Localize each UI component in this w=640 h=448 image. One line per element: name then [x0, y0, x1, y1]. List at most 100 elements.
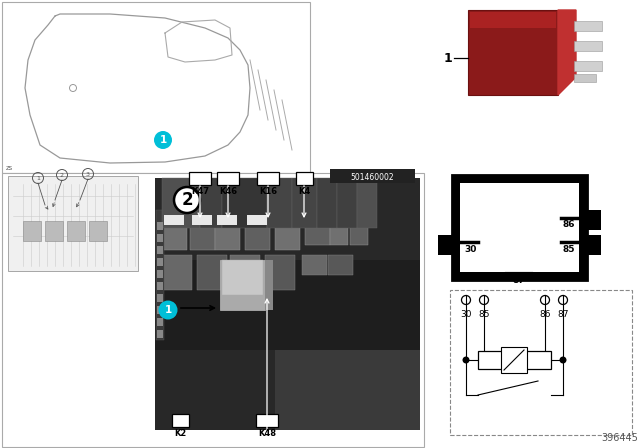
Bar: [162, 220, 187, 250]
Bar: [89, 221, 107, 241]
Bar: [460, 183, 579, 272]
Text: 87: 87: [513, 276, 525, 284]
Bar: [197, 255, 227, 290]
Bar: [245, 220, 270, 250]
Bar: [164, 215, 184, 225]
Bar: [157, 318, 163, 326]
Text: 30: 30: [464, 245, 476, 254]
Bar: [230, 255, 260, 290]
Bar: [275, 350, 420, 430]
Circle shape: [559, 357, 566, 363]
Polygon shape: [558, 10, 576, 95]
Bar: [157, 270, 163, 278]
Text: 3: 3: [86, 172, 90, 177]
Text: K48: K48: [258, 428, 276, 438]
Bar: [292, 178, 317, 228]
Bar: [23, 221, 41, 241]
Text: 1: 1: [36, 176, 40, 181]
Bar: [296, 172, 313, 185]
Bar: [330, 169, 415, 183]
Bar: [317, 178, 337, 228]
Text: 86: 86: [540, 310, 551, 319]
Bar: [574, 61, 602, 71]
Bar: [330, 220, 348, 245]
Bar: [265, 260, 273, 310]
Bar: [585, 235, 601, 255]
Bar: [155, 178, 420, 430]
Bar: [157, 282, 163, 290]
Bar: [302, 255, 327, 275]
Text: 87: 87: [557, 310, 569, 319]
Text: K46: K46: [219, 186, 237, 195]
Text: zs: zs: [6, 165, 13, 171]
Text: K16: K16: [259, 186, 277, 195]
Text: 85: 85: [478, 310, 490, 319]
Bar: [585, 210, 601, 230]
Bar: [155, 260, 420, 350]
Text: 1: 1: [164, 305, 172, 315]
Bar: [328, 255, 353, 275]
Bar: [215, 220, 240, 250]
Text: 2: 2: [60, 172, 64, 177]
Bar: [157, 330, 163, 338]
Bar: [350, 220, 368, 245]
Bar: [8, 176, 138, 271]
Bar: [267, 178, 292, 228]
Bar: [501, 347, 527, 373]
Bar: [222, 178, 267, 228]
Bar: [452, 175, 587, 280]
Bar: [157, 258, 163, 266]
Text: 1: 1: [159, 135, 166, 145]
Bar: [162, 255, 192, 290]
Bar: [220, 260, 265, 310]
Text: K4: K4: [298, 186, 310, 195]
Bar: [256, 414, 278, 427]
Bar: [337, 178, 357, 228]
Bar: [574, 41, 602, 51]
Bar: [157, 246, 163, 254]
Bar: [2, 2, 310, 173]
Bar: [192, 215, 212, 225]
Bar: [257, 172, 279, 185]
Bar: [275, 220, 300, 250]
Circle shape: [159, 301, 177, 319]
Text: 1: 1: [444, 52, 452, 65]
Bar: [265, 255, 295, 290]
Bar: [438, 235, 454, 255]
Text: K47: K47: [191, 186, 209, 195]
Circle shape: [154, 131, 172, 149]
Bar: [190, 220, 215, 250]
Bar: [478, 351, 551, 369]
Bar: [470, 12, 556, 28]
Bar: [189, 172, 211, 185]
Text: 396445: 396445: [601, 433, 638, 443]
Bar: [162, 178, 200, 228]
Bar: [45, 221, 63, 241]
Text: 85: 85: [563, 245, 575, 254]
Text: K2: K2: [174, 428, 186, 438]
Bar: [450, 290, 632, 435]
Bar: [157, 306, 163, 314]
Bar: [357, 178, 377, 228]
Bar: [247, 215, 267, 225]
Circle shape: [174, 187, 200, 213]
Bar: [156, 210, 164, 340]
Bar: [217, 215, 237, 225]
Circle shape: [463, 357, 470, 363]
Bar: [2, 173, 424, 447]
Text: 30: 30: [460, 310, 472, 319]
Text: 86: 86: [563, 220, 575, 228]
Bar: [574, 74, 596, 82]
Bar: [217, 172, 239, 185]
Bar: [157, 294, 163, 302]
Bar: [222, 260, 263, 295]
Text: 501460002: 501460002: [350, 172, 394, 181]
Bar: [200, 178, 222, 228]
Bar: [305, 220, 330, 245]
Text: 2: 2: [181, 191, 193, 209]
Bar: [157, 222, 163, 230]
Bar: [172, 414, 189, 427]
Bar: [574, 21, 602, 31]
Bar: [157, 234, 163, 242]
Bar: [468, 10, 558, 95]
